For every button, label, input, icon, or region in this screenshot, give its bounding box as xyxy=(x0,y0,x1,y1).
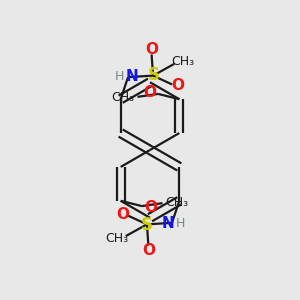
Text: H: H xyxy=(115,70,124,83)
Text: O: O xyxy=(144,200,157,215)
Text: H: H xyxy=(176,217,185,230)
Text: O: O xyxy=(142,243,155,258)
Text: CH₃: CH₃ xyxy=(165,196,189,209)
Text: O: O xyxy=(171,79,184,94)
Text: CH₃: CH₃ xyxy=(172,55,195,68)
Text: O: O xyxy=(116,206,129,221)
Text: CH₃: CH₃ xyxy=(111,91,135,104)
Text: CH₃: CH₃ xyxy=(105,232,128,245)
Text: N: N xyxy=(125,69,138,84)
Text: N: N xyxy=(162,216,175,231)
Text: S: S xyxy=(148,66,160,84)
Text: O: O xyxy=(143,85,156,100)
Text: S: S xyxy=(140,216,152,234)
Text: O: O xyxy=(145,42,158,57)
